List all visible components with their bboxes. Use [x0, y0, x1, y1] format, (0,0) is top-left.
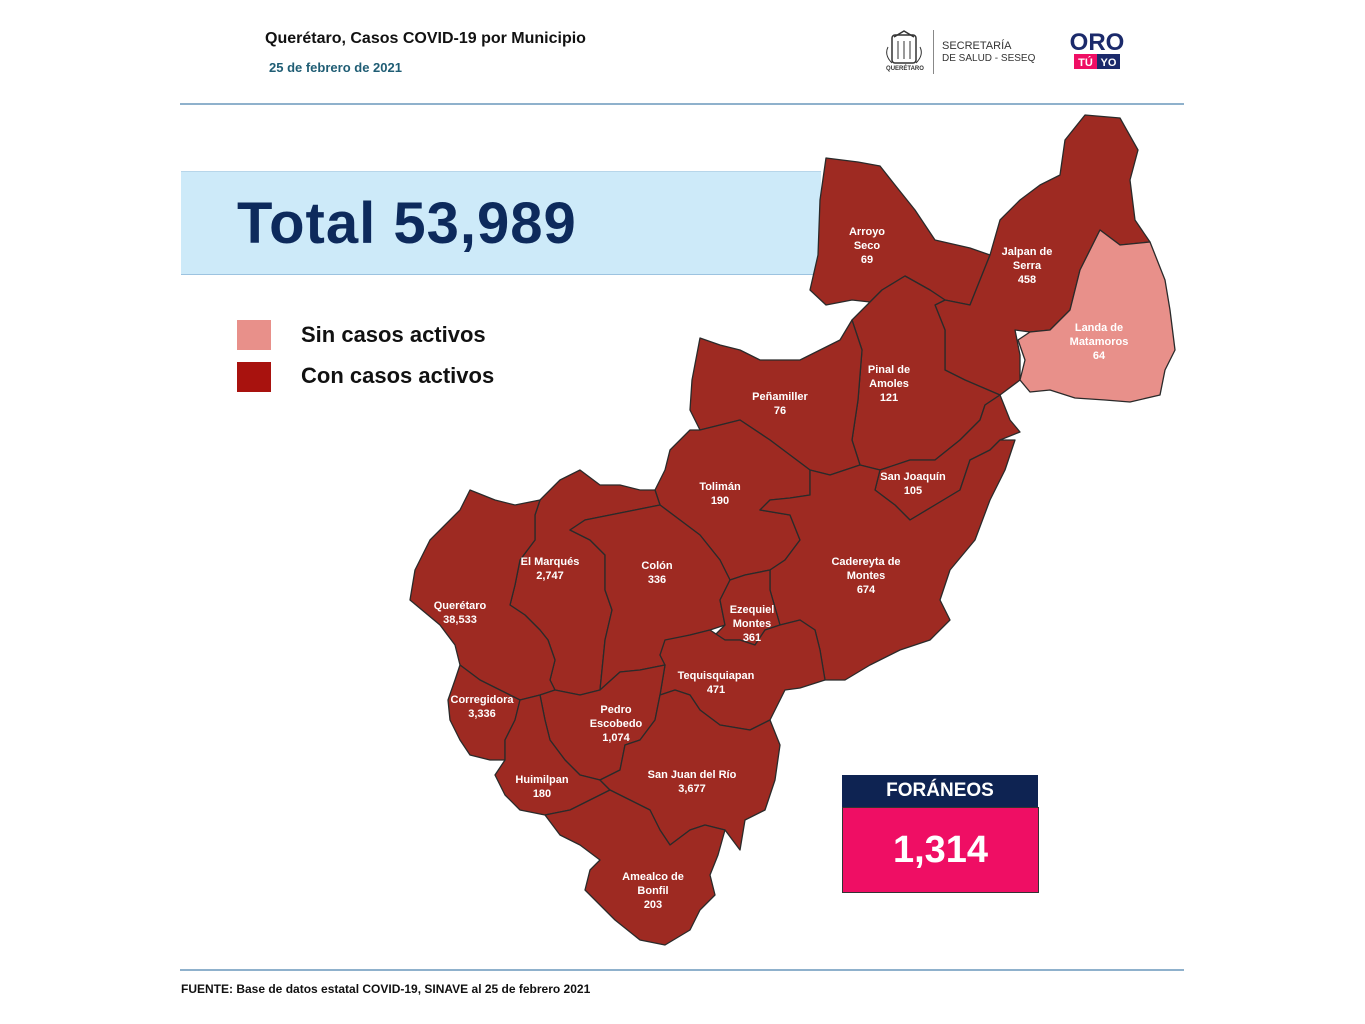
label-amealco-de-bonfil-cases: 203: [644, 899, 662, 911]
label-huimilpan-name: Huimilpan: [515, 774, 568, 786]
municipio-amealco-de-bonfil: [544, 789, 726, 946]
label-san-juan-del-rio-cases: 3,677: [678, 783, 706, 795]
label-landa-de-matamoros-cases: 64: [1093, 350, 1106, 362]
label-ezequiel-montes-name: Montes: [733, 618, 772, 630]
label-san-joaquin-name: San Joaquín: [880, 471, 946, 483]
foraneos-value: 1,314: [842, 807, 1039, 893]
label-pinal-de-amoles-cases: 121: [880, 392, 898, 404]
label-cadereyta-de-montes-cases: 674: [857, 584, 876, 596]
legend-label-active: Con casos activos: [301, 363, 495, 388]
label-pinal-de-amoles-name: Amoles: [869, 378, 909, 390]
label-arroyo-seco-name: Seco: [854, 240, 881, 252]
label-amealco-de-bonfil-name: Amealco de: [622, 871, 684, 883]
legend-label-inactive: Sin casos activos: [301, 322, 486, 347]
legend-swatch-inactive: [237, 320, 271, 350]
label-arroyo-seco-cases: 69: [861, 254, 873, 266]
label-penamiller-cases: 76: [774, 405, 786, 417]
total-banner: [181, 171, 821, 275]
label-jalpan-de-serra-name: Jalpan de: [1002, 246, 1053, 258]
label-el-marques-name: El Marqués: [521, 556, 580, 568]
secretaria-label: SECRETARÍA: [942, 40, 1012, 52]
label-jalpan-de-serra-name: Serra: [1013, 260, 1042, 272]
total-cases: Total 53,989: [237, 191, 577, 256]
oro-yo-text: YO: [1101, 57, 1117, 69]
label-jalpan-de-serra-cases: 458: [1018, 274, 1036, 286]
municipio-queretaro: [409, 489, 556, 701]
seseq-label: DE SALUD - SESEQ: [942, 53, 1036, 64]
label-arroyo-seco-name: Arroyo: [849, 226, 885, 238]
oro-tu-text: TÚ: [1078, 56, 1093, 69]
page-title: Querétaro, Casos COVID-19 por Municipio: [265, 30, 586, 47]
municipio-jalpan-de-serra: [934, 114, 1151, 396]
label-toliman-cases: 190: [711, 495, 729, 507]
label-colon-name: Colón: [641, 560, 672, 572]
label-pedro-escobedo-cases: 1,074: [602, 732, 630, 744]
label-ezequiel-montes-cases: 361: [743, 632, 761, 644]
label-pinal-de-amoles-name: Pinal de: [868, 364, 910, 376]
label-pedro-escobedo-name: Escobedo: [590, 718, 643, 730]
label-amealco-de-bonfil-name: Bonfil: [637, 885, 668, 897]
label-san-joaquin-cases: 105: [904, 485, 922, 497]
label-landa-de-matamoros-name: Matamoros: [1070, 336, 1129, 348]
label-queretaro-cases: 38,533: [443, 614, 477, 626]
label-san-juan-del-rio-name: San Juan del Río: [648, 769, 737, 781]
legend-swatch-active: [237, 362, 271, 392]
municipio-corregidora: [447, 664, 521, 761]
map-labels: Arroyo Seco 69 Jalpan de Serra 458 Landa de Mat…: [434, 226, 1129, 911]
footer-divider: [180, 969, 1184, 971]
oro-logo-text: ORO: [1070, 29, 1125, 56]
oro-tu-yo-logo-icon: ORO TÚ YO: [1070, 29, 1125, 69]
municipio-cadereyta-de-montes: [759, 439, 1016, 681]
label-colon-cases: 336: [648, 574, 666, 586]
label-tequisquiapan-cases: 471: [707, 684, 725, 696]
label-queretaro-name: Querétaro: [434, 600, 487, 612]
logo-divider: [933, 30, 934, 74]
label-corregidora-name: Corregidora: [451, 694, 515, 706]
label-cadereyta-de-montes-name: Montes: [847, 570, 886, 582]
header-divider: [180, 103, 1184, 105]
label-el-marques-cases: 2,747: [536, 570, 564, 582]
label-toliman-name: Tolimán: [699, 481, 741, 493]
label-penamiller-name: Peñamiller: [752, 391, 808, 403]
label-tequisquiapan-name: Tequisquiapan: [678, 670, 755, 682]
queretaro-seal-icon: [886, 30, 922, 64]
municipio-landa-de-matamoros: [1017, 229, 1176, 403]
foraneos-header: FORÁNEOS: [842, 775, 1038, 807]
label-landa-de-matamoros-name: Landa de: [1075, 322, 1123, 334]
label-ezequiel-montes-name: Ezequiel: [730, 604, 775, 616]
label-huimilpan-cases: 180: [533, 788, 551, 800]
report-date: 25 de febrero de 2021: [269, 60, 402, 75]
seal-caption: QUERÉTARO: [886, 66, 924, 72]
label-pedro-escobedo-name: Pedro: [600, 704, 631, 716]
label-cadereyta-de-montes-name: Cadereyta de: [831, 556, 900, 568]
label-corregidora-cases: 3,336: [468, 708, 496, 720]
source-note: FUENTE: Base de datos estatal COVID-19, …: [181, 982, 591, 996]
